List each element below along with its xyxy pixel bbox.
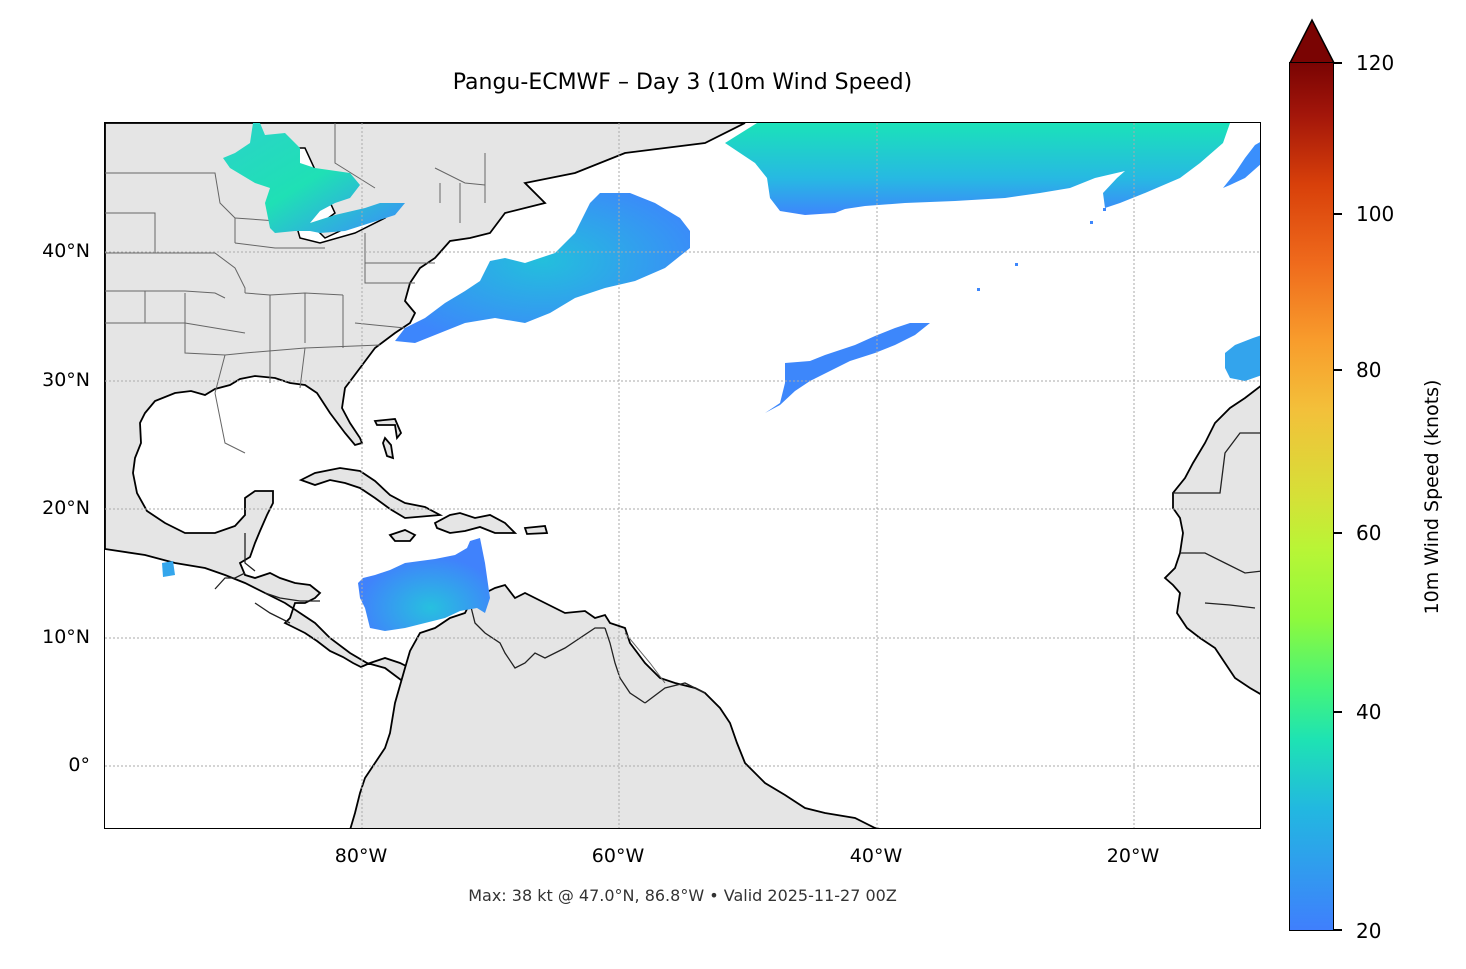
y-tick-30n: 30°N [42,369,90,391]
colorbar-tick-80: 80 [1356,358,1382,382]
x-tick-40w: 40°W [849,845,903,867]
colorbar-tick-mark [1334,213,1342,215]
colorbar-tick-mark [1334,711,1342,713]
wind-region-ne-atlantic-streak [1223,142,1260,188]
x-tick-80w: 80°W [334,845,388,867]
chart-title: Pangu-ECMWF – Day 3 (10m Wind Speed) [452,70,913,95]
land-south-america [349,583,880,828]
x-tick-20w: 20°W [1106,845,1160,867]
colorbar-label: 10m Wind Speed (knots) [1421,379,1443,615]
colorbar-tick-20: 20 [1356,919,1382,943]
country-borders-central-america [214,533,320,624]
chart-footer-info: Max: 38 kt @ 47.0°N, 86.8°W • Valid 2025… [468,886,897,905]
land-caribbean-islands [298,418,549,542]
x-tick-60w: 60°W [591,845,645,867]
land-africa [1163,385,1260,695]
state-borders [105,123,486,454]
wind-region-caribbean [358,538,490,631]
wind-region-north-atlantic [725,123,1230,215]
y-tick-10n: 10°N [42,626,90,648]
wind-region-great-lakes [223,123,405,233]
colorbar-tick-40: 40 [1356,700,1382,724]
y-tick-40n: 40°N [42,240,90,262]
map-plot-area [104,122,1261,829]
y-tick-20n: 20°N [42,497,90,519]
colorbar-tick-mark [1334,929,1342,931]
wind-region-canary [1225,335,1260,381]
map-canvas [105,123,1260,828]
wind-region-gulf-stream [395,193,690,343]
y-tick-0: 0° [68,754,90,776]
colorbar-tick-mark [1334,369,1342,371]
colorbar [1289,62,1334,931]
colorbar-tick-100: 100 [1356,202,1395,226]
gridlines [105,123,1260,828]
colorbar-tick-mark [1334,532,1342,534]
colorbar-tick-120: 120 [1356,51,1395,75]
wind-region-tehuantepec [162,561,175,577]
colorbar-tick-mark [1334,62,1342,64]
wind-region-central-atlantic [765,323,930,413]
colorbar-tick-60: 60 [1356,521,1382,545]
wind-speed-overlays [162,123,1260,631]
colorbar-extend-arrow-icon [1289,18,1335,64]
